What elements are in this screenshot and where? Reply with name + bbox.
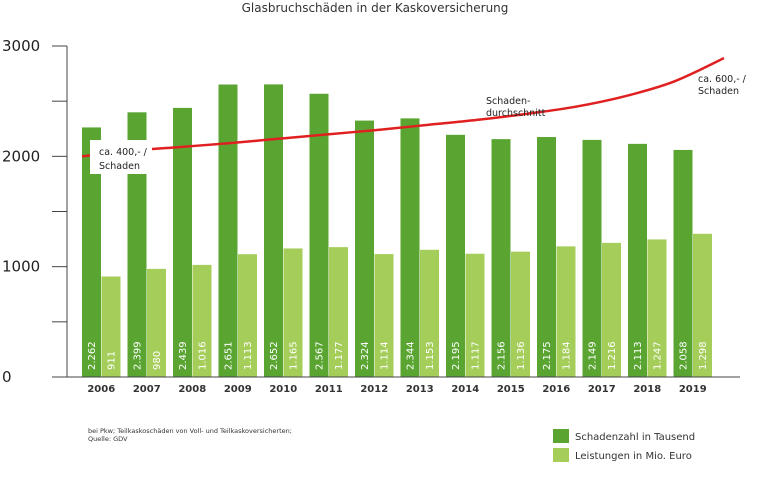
bar-schadenzahl-2014 xyxy=(446,134,465,377)
bar-leistungen-2018 xyxy=(647,239,667,377)
bar-value-schadenzahl-2011: 2.567 xyxy=(315,341,326,370)
bar-value-leistungen-2007: 980 xyxy=(152,351,163,370)
bar-schadenzahl-2011 xyxy=(309,93,329,378)
bar-value-schadenzahl-2018: 2.113 xyxy=(633,341,644,370)
bar-leistungen-2008 xyxy=(192,264,212,377)
bar-schadenzahl-2019 xyxy=(673,149,693,377)
bar-schadenzahl-2009 xyxy=(218,84,238,377)
bar-value-schadenzahl-2012: 2.324 xyxy=(360,341,371,370)
legend-label-leistungen: Leistungen in Mio. Euro xyxy=(575,451,692,462)
x-tick-label-2009: 2009 xyxy=(224,384,252,395)
x-tick-label-2014: 2014 xyxy=(451,384,479,395)
y-tick-label-1000: 1000 xyxy=(2,258,40,276)
bar-schadenzahl-2013 xyxy=(400,118,420,378)
x-tick-label-2019: 2019 xyxy=(679,384,707,395)
legend-swatch-leistungen xyxy=(553,448,569,462)
bar-value-schadenzahl-2010: 2.652 xyxy=(269,341,280,370)
bar-value-schadenzahl-2019: 2.058 xyxy=(679,341,690,370)
bar-value-schadenzahl-2009: 2.651 xyxy=(224,341,235,370)
x-tick-label-2008: 2008 xyxy=(178,384,206,395)
bar-schadenzahl-2015 xyxy=(491,139,511,377)
legend: Schadenzahl in Tausend Leistungen in Mio… xyxy=(553,429,695,462)
bar-value-schadenzahl-2015: 2.156 xyxy=(497,341,508,370)
bar-leistungen-2009 xyxy=(238,254,257,377)
bar-value-leistungen-2014: 1.117 xyxy=(471,341,482,370)
bar-schadenzahl-2016 xyxy=(537,137,556,377)
bar-value-schadenzahl-2013: 2.344 xyxy=(406,341,417,370)
bar-leistungen-2017 xyxy=(602,242,621,377)
bar-leistungen-2007 xyxy=(147,268,166,377)
bar-leistungen-2011 xyxy=(329,247,348,377)
bar-leistungen-2014 xyxy=(465,253,485,377)
annotation-start-line-1: ca. 400,- / xyxy=(99,147,148,158)
x-tick-label-2016: 2016 xyxy=(542,384,570,395)
annotation-end-line-1: ca. 600,- / xyxy=(698,74,747,85)
note-line-2: Quelle: GDV xyxy=(88,435,128,443)
y-tick-label-3000: 3000 xyxy=(2,37,40,55)
annotation-box-start xyxy=(90,140,152,174)
bar-leistungen-2015 xyxy=(511,251,530,377)
x-tick-label-2011: 2011 xyxy=(315,384,343,395)
bar-value-schadenzahl-2014: 2.195 xyxy=(451,341,462,370)
x-tick-label-2013: 2013 xyxy=(406,384,434,395)
bar-value-schadenzahl-2006: 2.262 xyxy=(87,341,98,370)
bar-schadenzahl-2017 xyxy=(582,139,602,377)
source-note: bei Pkw; Teilkaskoschäden von Voll- und … xyxy=(88,427,292,443)
legend-label-schadenzahl: Schadenzahl in Tausend xyxy=(575,432,695,443)
average-line-label-2: durchschnitt xyxy=(486,108,546,119)
bar-leistungen-2013 xyxy=(420,249,439,377)
x-axis: 2006 2007 2008 2009 2010 2011 2012 2013 2014 2015… xyxy=(67,376,740,395)
bar-leistungen-2010 xyxy=(283,248,303,377)
bar-leistungen-2016 xyxy=(556,246,576,377)
x-tick-label-2007: 2007 xyxy=(133,384,161,395)
bar-value-leistungen-2013: 1.153 xyxy=(425,341,436,370)
x-tick-label-2010: 2010 xyxy=(269,384,297,395)
bar-value-schadenzahl-2007: 2.399 xyxy=(133,341,144,370)
bar-value-leistungen-2009: 1.113 xyxy=(243,341,254,370)
note-line-1: bei Pkw; Teilkaskoschäden von Voll- und … xyxy=(88,427,292,435)
average-line-path xyxy=(81,57,725,158)
x-tick-label-2012: 2012 xyxy=(360,384,388,395)
bar-value-leistungen-2011: 1.177 xyxy=(334,341,345,370)
bar-leistungen-2019 xyxy=(693,233,712,377)
bar-value-leistungen-2008: 1.016 xyxy=(198,341,209,370)
annotation-start-line-2: Schaden xyxy=(99,161,140,172)
bar-value-schadenzahl-2017: 2.149 xyxy=(588,341,599,370)
average-line-label-1: Schaden- xyxy=(486,96,530,107)
bar-value-leistungen-2012: 1.114 xyxy=(380,341,391,370)
average-line: Schaden-durchschnitt xyxy=(81,57,725,158)
bar-value-leistungen-2006: 911 xyxy=(107,351,118,370)
y-tick-label-2000: 2000 xyxy=(2,147,40,165)
bar-value-leistungen-2019: 1.298 xyxy=(698,341,709,370)
x-tick-label-2017: 2017 xyxy=(588,384,616,395)
bar-schadenzahl-2012 xyxy=(355,120,374,378)
legend-swatch-schadenzahl xyxy=(553,429,569,443)
bar-schadenzahl-2006 xyxy=(82,127,101,378)
x-tick-label-2015: 2015 xyxy=(497,384,525,395)
bar-value-schadenzahl-2008: 2.439 xyxy=(178,341,189,370)
bar-value-leistungen-2016: 1.184 xyxy=(562,341,573,370)
bar-value-leistungen-2015: 1.136 xyxy=(516,341,527,370)
bar-value-leistungen-2010: 1.165 xyxy=(289,341,300,370)
y-tick-label-0: 0 xyxy=(2,368,12,386)
y-axis: 0 1000 2000 3000 xyxy=(2,37,68,386)
bar-schadenzahl-2018 xyxy=(628,143,647,377)
x-tick-label-2006: 2006 xyxy=(87,384,115,395)
bar-schadenzahl-2008 xyxy=(173,107,192,377)
bar-value-leistungen-2017: 1.216 xyxy=(607,341,618,370)
bar-schadenzahl-2010 xyxy=(264,84,283,378)
annotation-end-line-2: Schaden xyxy=(698,86,739,97)
chart-title: Glasbruchschäden in der Kaskoversicherun… xyxy=(242,1,509,15)
bars: 2.262 911 2.399 980 2.439 1.016 2.651 1.113 2.65… xyxy=(82,84,712,378)
x-tick-label-2018: 2018 xyxy=(633,384,661,395)
bar-value-leistungen-2018: 1.247 xyxy=(653,341,664,370)
bar-value-schadenzahl-2016: 2.175 xyxy=(542,341,553,370)
bar-leistungen-2006 xyxy=(101,276,121,377)
bar-leistungen-2012 xyxy=(374,254,394,377)
bar-schadenzahl-2007 xyxy=(127,112,147,377)
